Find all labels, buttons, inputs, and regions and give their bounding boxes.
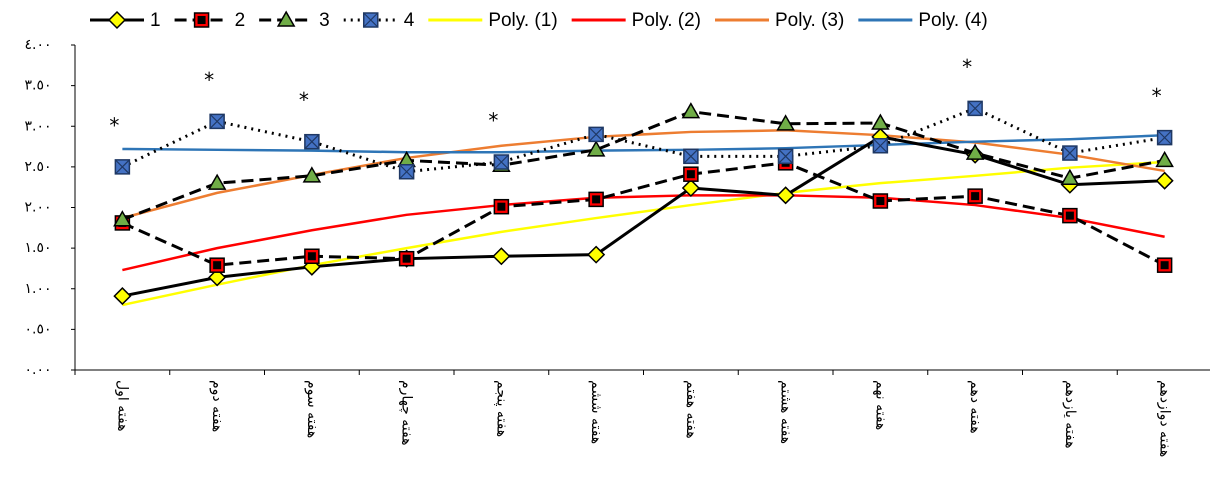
- marker-x: [399, 164, 415, 180]
- legend-label: Poly. (2): [632, 10, 701, 31]
- annotation: *: [962, 55, 972, 79]
- series-line: [122, 133, 1165, 154]
- marker-inner: [197, 16, 206, 24]
- marker-x: [1157, 130, 1173, 146]
- series-line: [122, 160, 1165, 307]
- y-tick-label: ٣.٥٠: [24, 78, 51, 94]
- marker-x: [493, 154, 509, 170]
- marker: [586, 140, 606, 157]
- y-tick-label: ١.٠٠: [24, 281, 51, 297]
- x-tick-label: هفته پنجم: [493, 380, 509, 437]
- series: [122, 160, 1165, 307]
- marker: [965, 143, 985, 160]
- annotation: *: [204, 68, 214, 92]
- annotation: *: [1152, 84, 1162, 108]
- marker-inner: [402, 254, 411, 263]
- marker-x: [967, 100, 983, 116]
- marker-x: [304, 134, 320, 150]
- marker-inner: [686, 170, 695, 179]
- marker-inner: [971, 192, 980, 201]
- y-tick-label: ٠.٥٠: [24, 321, 51, 337]
- marker-inner: [592, 195, 601, 204]
- annotation: *: [109, 113, 119, 137]
- series: [122, 133, 1165, 154]
- x-tick-label: هفته یازدهم: [1062, 380, 1078, 449]
- marker-inner: [497, 202, 506, 211]
- x-tick-label: هفته ششم: [588, 380, 604, 444]
- marker: [207, 173, 227, 190]
- marker: [776, 114, 795, 131]
- marker: [681, 102, 701, 119]
- marker-inner: [307, 252, 316, 261]
- legend-label: 1: [150, 10, 161, 31]
- x-tick-label: هفته دوازدهم: [1157, 380, 1173, 457]
- legend-label: Poly. (1): [488, 10, 557, 31]
- legend-label: 4: [404, 10, 415, 31]
- annotation: *: [299, 88, 309, 112]
- marker: [276, 10, 296, 27]
- marker-x: [1062, 145, 1078, 161]
- marker-x: [872, 138, 888, 154]
- legend-label: 3: [319, 10, 330, 31]
- x-tick-label: هفته سوم: [304, 380, 320, 438]
- y-tick-label: ٣.٠٠: [24, 118, 51, 134]
- marker: [1060, 168, 1080, 185]
- series: [113, 127, 1174, 306]
- marker: [107, 10, 127, 30]
- legend-label: Poly. (3): [775, 10, 844, 31]
- marker: [208, 268, 227, 287]
- marker: [587, 245, 606, 264]
- marker-x: [778, 148, 794, 164]
- marker: [871, 113, 890, 130]
- marker-x: [114, 159, 130, 175]
- marker-x: [683, 148, 699, 164]
- legend-label: Poly. (4): [918, 10, 987, 31]
- marker: [776, 186, 795, 205]
- marker: [681, 178, 700, 198]
- marker-inner: [1160, 261, 1169, 270]
- marker-inner: [1065, 211, 1074, 220]
- x-tick-label: هفته هشتم: [778, 380, 794, 444]
- marker-x: [209, 113, 225, 129]
- legend-label: 2: [235, 10, 246, 31]
- y-tick-label: ٤.٠٠: [24, 37, 51, 53]
- marker-x: [588, 126, 604, 142]
- y-tick-label: ٠.٠٠: [24, 362, 51, 378]
- y-tick-label: ٢.٠٠: [24, 200, 51, 216]
- series: [114, 100, 1173, 180]
- marker: [113, 210, 132, 227]
- marker-inner: [213, 261, 222, 270]
- series-line: [121, 161, 1166, 267]
- marker-inner: [876, 197, 885, 205]
- series: [122, 194, 1165, 272]
- x-tick-label: هفته نهم: [872, 380, 888, 430]
- marker-x: [363, 12, 379, 28]
- y-tick-label: ٢.٥٠: [24, 159, 51, 175]
- x-tick-label: هفته دوم: [209, 380, 225, 432]
- marker: [1155, 150, 1174, 168]
- x-tick-label: هفته هفتم: [683, 380, 699, 439]
- marker: [492, 247, 511, 266]
- marker: [1155, 171, 1174, 190]
- x-tick-label: هفته دهم: [967, 380, 983, 434]
- series-line: [122, 194, 1165, 272]
- x-tick-label: هفته چهارم: [399, 380, 415, 445]
- y-tick-label: ١.٥٠: [24, 240, 51, 256]
- series-line: [122, 135, 1165, 298]
- x-tick-label: هفته اول: [114, 380, 130, 431]
- series: [113, 102, 1174, 227]
- marker: [302, 166, 322, 183]
- marker: [113, 287, 132, 306]
- series-line: [121, 110, 1165, 222]
- annotation: *: [488, 109, 498, 133]
